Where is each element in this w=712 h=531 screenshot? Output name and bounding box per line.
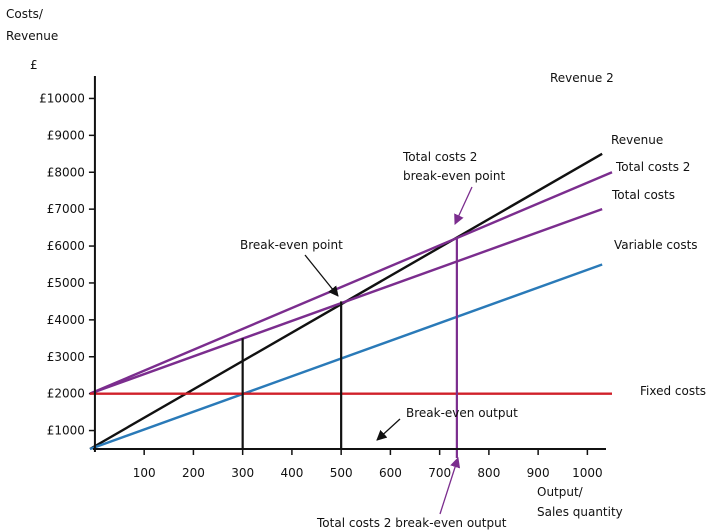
y-tick-label: £2000 — [47, 387, 85, 401]
annotation-tc2-break-even-point-line-1: Total costs 2 — [402, 150, 477, 164]
series-line-total-costs-2 — [89, 171, 613, 395]
vertical-markers — [241, 238, 458, 458]
series-line-variable-costs — [89, 263, 603, 451]
annotation-tc2-break-even-point-line-2: break-even point — [403, 169, 505, 183]
y-tick-label: £6000 — [47, 239, 85, 253]
series-label-total-costs-2: Total costs 2 — [615, 160, 690, 174]
arrow-tc2-break-even-output — [439, 457, 461, 515]
x-axis-label-line-1: Output/ — [537, 485, 584, 499]
y-tick-label: £1000 — [47, 424, 85, 438]
x-tick-label: 800 — [477, 466, 500, 480]
y-tick-label: £3000 — [47, 350, 85, 364]
y-axis-label-line-3: £ — [30, 58, 38, 72]
annotation-break-even-point: Break-even point — [240, 238, 343, 252]
series-label-fixed-costs: Fixed costs — [640, 384, 706, 398]
y-tick-label: £8000 — [47, 165, 85, 179]
arrow-break-even-point — [304, 254, 339, 297]
x-tick-label: 200 — [182, 466, 205, 480]
annotation-revenue-2: Revenue 2 — [550, 71, 614, 85]
series-label-variable-costs: Variable costs — [614, 238, 698, 252]
y-tick-label: £4000 — [47, 313, 85, 327]
y-tick-label: £9000 — [47, 128, 85, 142]
x-tick-label: 700 — [428, 466, 451, 480]
x-tick-label: 900 — [527, 466, 550, 480]
x-axis-label-line-2: Sales quantity — [537, 505, 623, 519]
arrow-break-even-output — [376, 418, 401, 441]
x-tick-label: 500 — [330, 466, 353, 480]
y-axis-label-line-2: Revenue — [6, 29, 58, 43]
series-line-total-costs — [89, 208, 603, 395]
y-tick-label: £5000 — [47, 276, 85, 290]
x-tick-label: 1000 — [572, 466, 603, 480]
y-axis-label-line-1: Costs/ — [6, 7, 44, 21]
annotation-tc2-break-even-output: Total costs 2 break-even output — [316, 516, 507, 530]
x-tick-label: 600 — [379, 466, 402, 480]
series-label-total-costs: Total costs — [611, 188, 675, 202]
y-tick-label: £7000 — [47, 202, 85, 216]
x-tick-label: 100 — [133, 466, 156, 480]
arrow-tc2-break-even-point — [454, 186, 473, 225]
series-layer — [89, 152, 613, 451]
annotation-break-even-output: Break-even output — [406, 406, 518, 420]
series-label-revenue: Revenue — [611, 133, 663, 147]
y-tick-label: £10000 — [39, 91, 85, 105]
y-axis-ticks: £1000 £2000 £3000 £4000 £5000 £6000 £7000 £8000… — [39, 91, 95, 438]
x-tick-label: 300 — [231, 466, 254, 480]
x-tick-label: 400 — [280, 466, 303, 480]
x-axis-ticks: 100 200 300 400 500 600 700 800 900 1000 — [133, 449, 603, 480]
